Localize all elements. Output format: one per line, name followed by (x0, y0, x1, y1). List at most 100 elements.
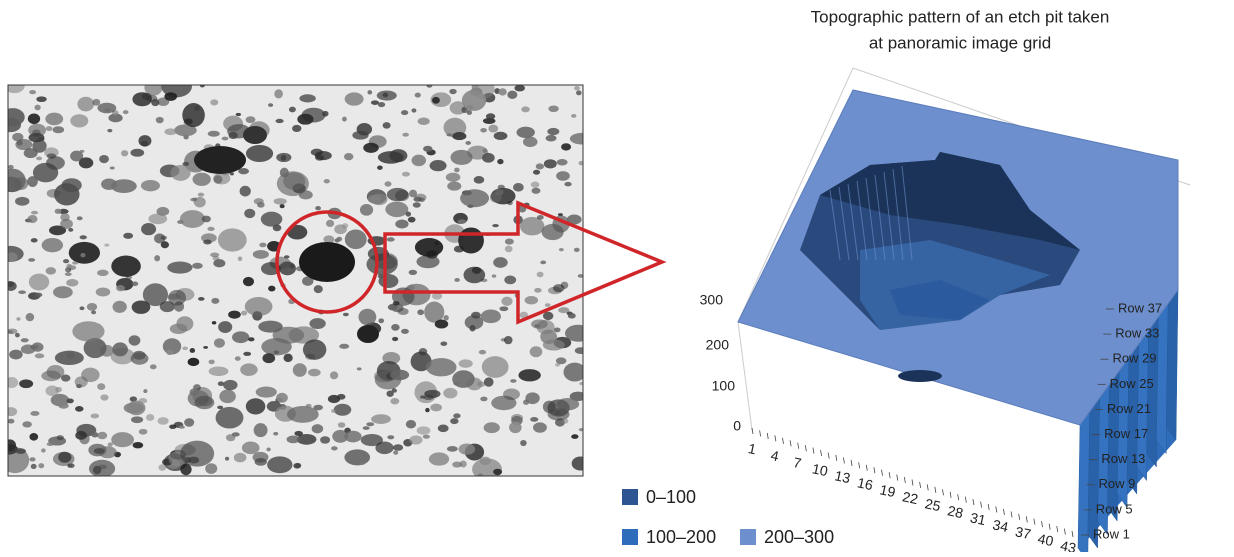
pit-spot (467, 110, 472, 115)
pit-spot (176, 316, 193, 331)
pit-spot (75, 406, 83, 412)
x-tick (996, 506, 997, 512)
pit-spot (246, 145, 273, 162)
pit-spot (58, 403, 68, 409)
pit-spot (542, 224, 564, 240)
z-tick-label: 0 (733, 418, 741, 434)
row-label: Row 25 (1110, 376, 1154, 391)
pit-spot (423, 435, 430, 439)
x-tick-label: 31 (969, 509, 988, 528)
pit-spot (555, 363, 560, 367)
pit-spot (58, 452, 71, 463)
pit-spot (492, 224, 499, 227)
pit-spot (245, 297, 273, 316)
pit-spot (420, 395, 425, 398)
pit-spot (438, 425, 449, 433)
pit-spot (156, 117, 164, 123)
pit-spot (214, 338, 225, 348)
pit-spot (139, 429, 148, 435)
pit-spot (55, 351, 84, 365)
pit-spot (392, 337, 398, 341)
pit-spot (283, 354, 292, 362)
pit-spot (29, 433, 38, 441)
pit-spot (533, 422, 547, 432)
pit-spot (213, 175, 222, 183)
pit-spot (458, 227, 484, 253)
x-tick (767, 433, 768, 439)
pit-spot (182, 162, 189, 166)
pit-spot (66, 264, 72, 269)
x-tick (965, 497, 966, 503)
pit-spot (558, 307, 569, 313)
pit-spot (97, 383, 105, 390)
pit-spot (480, 397, 487, 402)
pit-spot (273, 432, 278, 436)
pit-spot (274, 350, 279, 354)
pit-spot (55, 209, 62, 214)
pit-spot (219, 389, 236, 403)
pit-spot (72, 261, 78, 264)
pit-spot (452, 132, 466, 140)
pit-spot (15, 197, 29, 206)
pit-spot (462, 90, 486, 111)
pit-spot (520, 440, 527, 446)
pit-spot (246, 116, 256, 123)
pit-spot (293, 463, 301, 469)
pit-spot (209, 366, 229, 376)
pit-spot (8, 419, 15, 424)
pit-spot (6, 252, 18, 261)
pit-spot (61, 375, 70, 382)
pit-spot (47, 442, 54, 446)
pit-spot (377, 165, 383, 169)
pit-spot (54, 183, 80, 205)
pit-spot (91, 414, 100, 419)
pit-spot (331, 446, 338, 450)
pit-spot (460, 461, 467, 468)
x-tick (958, 494, 959, 500)
pit-spot (532, 188, 541, 194)
pit-spot (383, 93, 389, 98)
x-tick-label: 43 (1059, 537, 1078, 552)
pit-spot (65, 273, 72, 276)
pit-spot (548, 105, 558, 112)
pit-spot (426, 84, 432, 88)
pit-spot (182, 347, 188, 351)
pit-spot (1, 108, 25, 126)
pit-spot (116, 285, 125, 291)
pit-spot (429, 452, 449, 465)
pit-spot (132, 92, 152, 106)
pit-spot (154, 233, 165, 243)
pit-spot (540, 260, 546, 264)
x-tick (828, 453, 829, 459)
row-label: Row 13 (1101, 451, 1145, 466)
pit-spot (46, 267, 56, 274)
pit-spot (273, 224, 282, 231)
pit-spot (357, 325, 379, 343)
pit-spot (211, 298, 219, 304)
pit-spot (208, 131, 220, 137)
x-tick (920, 482, 921, 488)
pit-spot (378, 318, 384, 323)
pit-spot (202, 216, 211, 223)
pit-spot (326, 220, 334, 227)
pit-spot (530, 346, 543, 357)
pit-spot (337, 394, 346, 400)
pit-spot (266, 448, 270, 452)
x-tick (1026, 516, 1027, 522)
pit-spot (509, 422, 522, 433)
pit-spot (195, 396, 215, 410)
pit-spot (46, 126, 53, 131)
legend: 0–100100–200200–300 (622, 487, 834, 547)
pit-spot (171, 165, 191, 181)
pit-spot (294, 431, 303, 436)
x-tick-label: 25 (924, 495, 943, 514)
pit-spot (29, 90, 36, 94)
pit-spot (123, 110, 129, 114)
pit-spot (5, 407, 17, 416)
pit-spot (168, 290, 186, 306)
x-tick (1057, 526, 1058, 532)
pit-spot (66, 279, 78, 287)
x-tick (843, 457, 844, 463)
pit-spot (275, 119, 283, 123)
pit-spot (17, 140, 23, 146)
